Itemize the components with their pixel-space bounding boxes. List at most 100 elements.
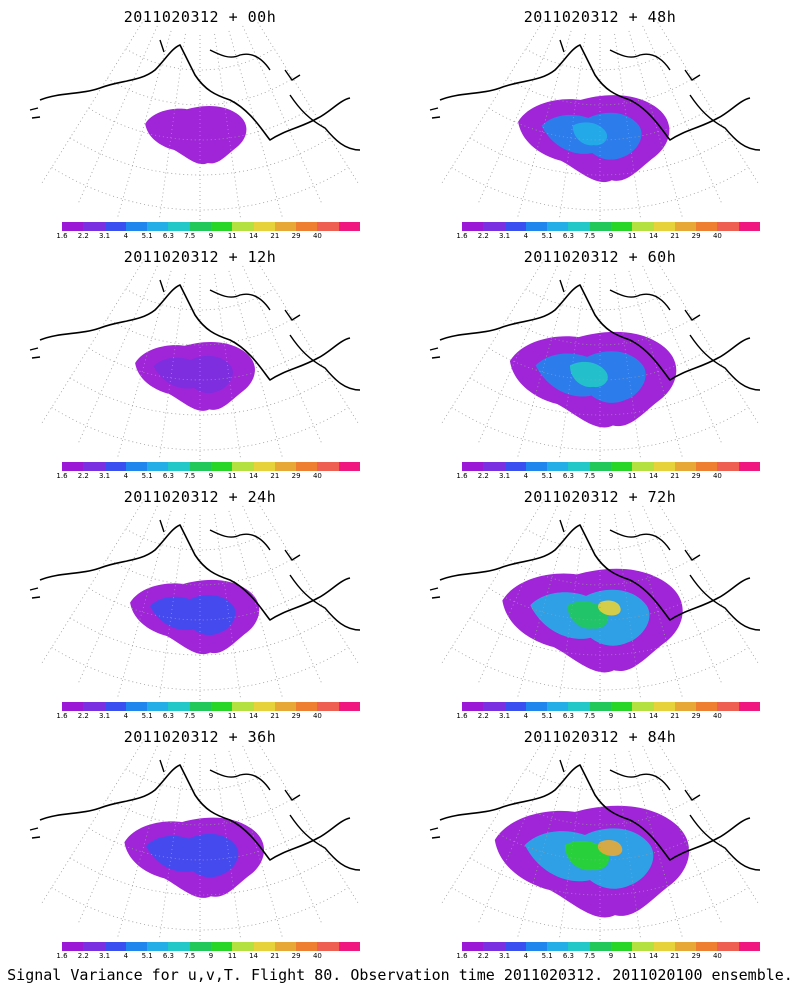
colorbar-swatch xyxy=(274,942,297,951)
colorbar-swatch xyxy=(653,942,675,951)
colorbar-swatch xyxy=(168,222,190,231)
map xyxy=(29,498,361,700)
colorbar-label: 3.1 xyxy=(98,472,111,480)
colorbar-swatch xyxy=(62,702,84,711)
colorbar-swatch xyxy=(696,222,718,231)
coastline xyxy=(439,284,751,381)
colorbar-swatch xyxy=(253,222,275,231)
latitude-line xyxy=(69,617,331,656)
colorbar-label: 2.2 xyxy=(477,952,489,960)
meridian-line xyxy=(158,513,186,700)
colorbar-swatch xyxy=(589,942,611,951)
colorbar-label: 9 xyxy=(208,712,214,720)
colorbar: 1.6 2.2 3.1 4 5.1 6.3 7.5 9 11 14 21 29 40 xyxy=(56,462,360,482)
colorbar-label: 3.1 xyxy=(498,712,511,720)
variance-mid-region xyxy=(150,594,236,636)
coastline-arctic xyxy=(209,289,361,391)
colorbar-swatch xyxy=(525,702,548,711)
colorbar-label: 14 xyxy=(249,232,259,240)
colorbar-swatch xyxy=(168,942,190,951)
meridian-line xyxy=(440,258,545,425)
map-layer xyxy=(29,18,361,220)
islands xyxy=(429,39,565,119)
colorbar-swatch xyxy=(104,222,126,231)
colorbar-label: 4 xyxy=(523,472,529,480)
colorbar-label: 11 xyxy=(227,712,237,720)
colorbar-label: 40 xyxy=(312,232,322,240)
colorbar-swatch xyxy=(274,462,297,471)
colorbar-label: 5.1 xyxy=(141,952,153,960)
coastline-arctic xyxy=(209,49,361,151)
colorbar-swatch xyxy=(717,462,739,471)
colorbar-label: 9 xyxy=(208,952,214,960)
latitude-line xyxy=(469,617,731,656)
colorbar-label: 7.5 xyxy=(184,952,196,960)
map xyxy=(429,498,761,700)
meridian-line xyxy=(558,273,586,460)
colorbar-swatch xyxy=(610,942,633,951)
meridian-line xyxy=(40,258,145,425)
colorbar-label: 6.3 xyxy=(562,232,574,240)
colorbar-label: 11 xyxy=(627,472,637,480)
meridian-line xyxy=(642,265,723,445)
colorbar-label: 21 xyxy=(270,472,280,480)
coastline xyxy=(39,284,351,381)
colorbar-swatch xyxy=(696,942,718,951)
islands xyxy=(429,279,565,359)
meridian-line xyxy=(214,273,242,460)
latitude-line xyxy=(525,288,675,311)
colorbar-label: 7.5 xyxy=(584,232,596,240)
colorbar-swatch xyxy=(62,462,84,471)
colorbar-swatch xyxy=(317,702,339,711)
colorbar-swatch xyxy=(568,702,590,711)
colorbar-swatch xyxy=(125,222,148,231)
meridian-line xyxy=(228,30,284,219)
colorbar-label: 1.6 xyxy=(456,232,468,240)
map-layer xyxy=(429,258,761,460)
colorbar-swatch xyxy=(547,702,569,711)
variance-high-region xyxy=(572,122,608,146)
colorbar-swatch xyxy=(296,702,318,711)
colorbar-swatch xyxy=(274,222,297,231)
panel-00h: 2011020312 + 00h 1.6 2.2 3.1 4 5.1 6.3 7.5 9 11 1… xyxy=(0,0,400,240)
colorbar-label: 3.1 xyxy=(498,472,511,480)
coastline-arctic xyxy=(609,289,761,391)
latitude-line xyxy=(469,137,731,176)
colorbar-swatch xyxy=(253,942,275,951)
latitude-line xyxy=(451,647,749,691)
map-layer xyxy=(429,738,761,940)
colorbar-label: 29 xyxy=(291,472,301,480)
colorbar-swatch xyxy=(717,702,739,711)
colorbar-label: 40 xyxy=(712,712,722,720)
islands xyxy=(29,759,165,839)
colorbar-swatch xyxy=(610,702,633,711)
colorbar-label: 9 xyxy=(608,232,614,240)
colorbar-label: 29 xyxy=(691,952,701,960)
meridian-line xyxy=(628,30,684,219)
colorbar-swatch xyxy=(568,942,590,951)
colorbar-swatch xyxy=(104,942,126,951)
colorbar-swatch xyxy=(168,702,190,711)
colorbar-swatch xyxy=(317,462,339,471)
colorbar-label: 14 xyxy=(249,712,259,720)
meridian-line xyxy=(77,25,158,205)
colorbar-swatch xyxy=(696,702,718,711)
colorbar-swatch xyxy=(653,462,675,471)
meridian-line xyxy=(214,513,242,700)
colorbar-label: 21 xyxy=(270,232,280,240)
colorbar-swatch xyxy=(104,702,126,711)
panel-title: 2011020312 + 48h xyxy=(523,8,677,26)
colorbar-swatch xyxy=(83,462,105,471)
colorbar-swatch xyxy=(717,942,739,951)
panel-12h: 2011020312 + 12h 1.6 2.2 3.1 4 5.1 6.3 7.5 9 11 1… xyxy=(0,240,400,480)
colorbar-swatch xyxy=(296,942,318,951)
colorbar-swatch xyxy=(147,942,169,951)
meridian-line xyxy=(77,745,158,925)
panel-60h: 2011020312 + 60h 1.6 2.2 3.1 4 5.1 6.3 7.5 9 11 1… xyxy=(400,240,800,480)
meridian-line xyxy=(655,498,760,665)
colorbar-label: 21 xyxy=(270,952,280,960)
meridian-line xyxy=(614,273,642,460)
colorbar-label: 7.5 xyxy=(184,472,196,480)
colorbar-swatch xyxy=(568,462,590,471)
colorbar-label: 1.6 xyxy=(456,712,468,720)
